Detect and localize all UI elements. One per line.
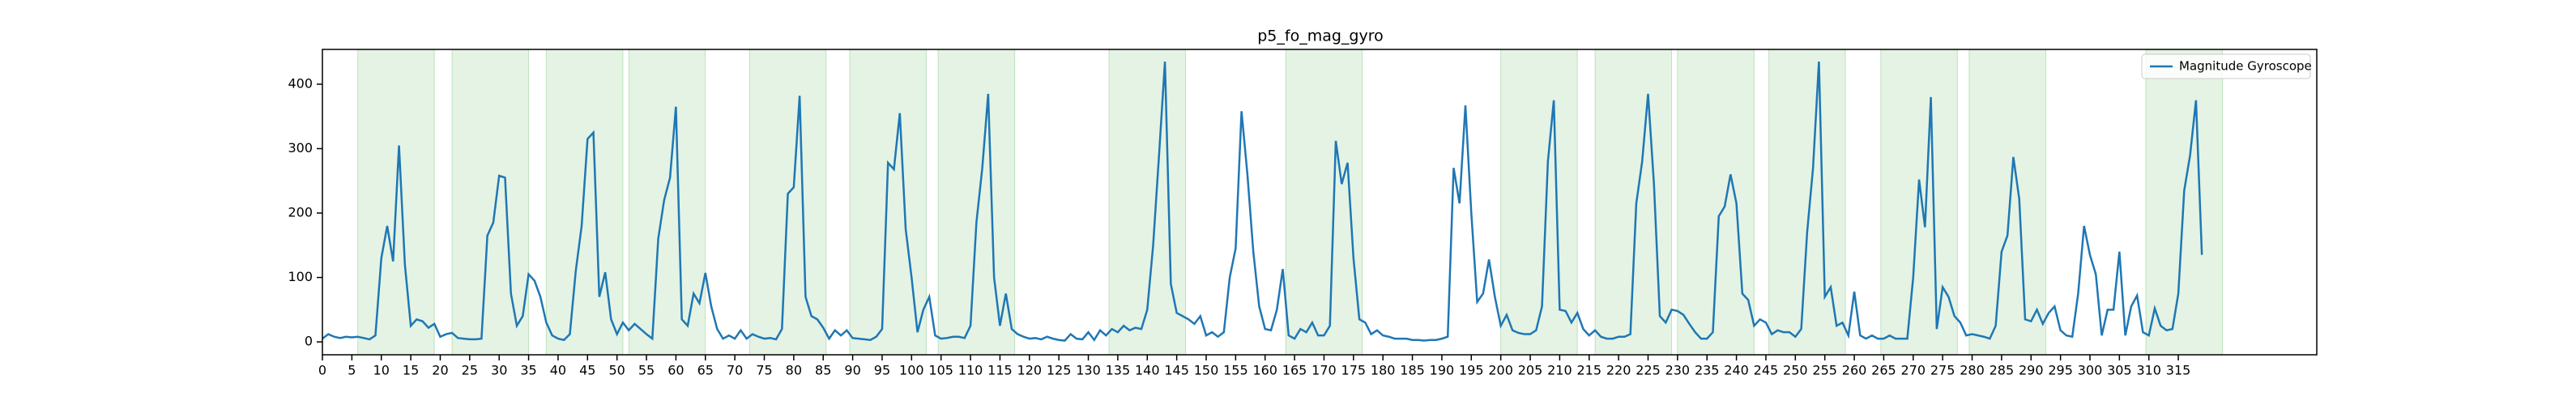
x-tick-label: 120 <box>1017 363 1043 378</box>
x-tick-label: 180 <box>1371 363 1396 378</box>
x-tick-label: 75 <box>756 363 772 378</box>
x-tick-label: 70 <box>727 363 743 378</box>
x-tick-label: 80 <box>786 363 802 378</box>
x-tick-label: 125 <box>1047 363 1072 378</box>
x-tick-label: 140 <box>1135 363 1160 378</box>
x-tick-label: 110 <box>958 363 983 378</box>
x-tick-label: 310 <box>2136 363 2161 378</box>
x-tick-label: 195 <box>1459 363 1484 378</box>
x-tick-label: 145 <box>1164 363 1189 378</box>
x-tick-label: 235 <box>1695 363 1720 378</box>
highlight-span <box>545 49 624 356</box>
x-tick-label: 20 <box>432 363 448 378</box>
x-tick-label: 15 <box>403 363 419 378</box>
x-tick-label: 50 <box>608 363 625 378</box>
x-tick-label: 210 <box>1547 363 1572 378</box>
x-tick-label: 135 <box>1106 363 1131 378</box>
x-tick-label: 60 <box>667 363 684 378</box>
x-tick-label: 35 <box>520 363 536 378</box>
legend-label: Magnitude Gyroscope <box>2179 59 2312 74</box>
data-line <box>322 62 2203 342</box>
x-tick-label: 200 <box>1488 363 1513 378</box>
x-tick-label: 5 <box>348 363 356 378</box>
x-tick-label: 270 <box>1901 363 1926 378</box>
legend-box <box>2141 53 2311 79</box>
y-tick-label: 400 <box>288 75 313 91</box>
x-tick-label: 45 <box>579 363 595 378</box>
x-tick-label: 115 <box>987 363 1013 378</box>
y-tick-label: 300 <box>288 140 313 156</box>
x-tick-label: 95 <box>874 363 890 378</box>
x-tick-label: 10 <box>373 363 390 378</box>
x-tick-label: 280 <box>1960 363 1985 378</box>
x-tick-label: 265 <box>1871 363 1896 378</box>
x-tick-label: 25 <box>462 363 478 378</box>
x-tick-label: 90 <box>844 363 860 378</box>
x-tick-label: 65 <box>697 363 714 378</box>
x-tick-label: 255 <box>1812 363 1837 378</box>
y-tick-label: 0 <box>305 334 313 349</box>
x-tick-label: 0 <box>318 363 326 378</box>
x-tick-label: 85 <box>815 363 831 378</box>
x-tick-label: 290 <box>2019 363 2044 378</box>
x-tick-label: 150 <box>1194 363 1219 378</box>
highlight-span <box>1880 49 1958 356</box>
highlight-span <box>1500 49 1578 356</box>
x-tick-label: 285 <box>1990 363 2015 378</box>
x-tick-label: 260 <box>1842 363 1867 378</box>
x-tick-label: 100 <box>899 363 924 378</box>
x-tick-label: 170 <box>1311 363 1337 378</box>
plot-frame <box>322 49 2318 356</box>
x-tick-label: 185 <box>1400 363 1425 378</box>
x-tick-label: 275 <box>1930 363 1955 378</box>
y-tick-label: 100 <box>288 269 313 284</box>
x-tick-label: 190 <box>1430 363 1455 378</box>
x-tick-label: 105 <box>928 363 953 378</box>
highlight-span <box>1677 49 1755 356</box>
x-tick-label: 155 <box>1223 363 1248 378</box>
x-tick-label: 305 <box>2107 363 2132 378</box>
highlight-span <box>628 49 706 356</box>
x-tick-label: 175 <box>1341 363 1367 378</box>
highlight-span <box>937 49 1016 356</box>
x-tick-label: 165 <box>1282 363 1307 378</box>
x-tick-label: 225 <box>1636 363 1661 378</box>
x-tick-label: 230 <box>1665 363 1691 378</box>
y-tick-label: 200 <box>288 205 313 220</box>
x-tick-label: 300 <box>2078 363 2103 378</box>
x-tick-label: 315 <box>2166 363 2191 378</box>
x-tick-label: 240 <box>1724 363 1749 378</box>
x-tick-label: 215 <box>1576 363 1601 378</box>
x-tick-label: 205 <box>1518 363 1543 378</box>
x-tick-label: 250 <box>1783 363 1808 378</box>
x-tick-label: 295 <box>2048 363 2073 378</box>
chart-title: p5_fo_mag_gyro <box>1257 28 1384 45</box>
highlight-span <box>451 49 530 356</box>
x-tick-label: 245 <box>1754 363 1779 378</box>
x-tick-label: 130 <box>1076 363 1101 378</box>
x-tick-label: 220 <box>1606 363 1631 378</box>
x-tick-label: 160 <box>1252 363 1277 378</box>
x-tick-label: 30 <box>491 363 507 378</box>
x-tick-label: 55 <box>638 363 655 378</box>
highlight-span <box>1968 49 2046 356</box>
x-tick-label: 40 <box>550 363 566 378</box>
